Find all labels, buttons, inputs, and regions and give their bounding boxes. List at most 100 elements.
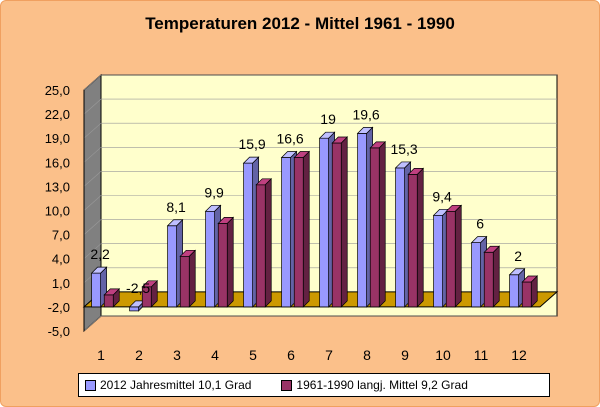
- x-tick-label: 8: [363, 347, 371, 363]
- x-tick-label: 4: [211, 347, 219, 363]
- bar-mittel-top: [179, 249, 197, 257]
- data-label: 9,9: [204, 184, 224, 200]
- legend: 2012 Jahresmittel 10,1 Grad 1961-1990 la…: [78, 373, 550, 397]
- bar-2012: [243, 162, 253, 308]
- x-tick-label: 5: [249, 347, 257, 363]
- gridline-side: [83, 147, 102, 163]
- y-tick-label: 7,0: [52, 228, 70, 243]
- bar-mittel-top: [407, 168, 425, 175]
- bar-mittel: [369, 147, 380, 308]
- y-tick-label: 19,0: [45, 131, 70, 146]
- bar-mittel: [179, 255, 190, 308]
- y-tick-label: 16,0: [45, 155, 70, 170]
- y-tick-label: -2,0: [48, 300, 70, 315]
- bar-mittel-side: [340, 136, 348, 308]
- data-label: 16,6: [276, 130, 303, 146]
- legend-swatch-2012: [85, 379, 96, 391]
- bar-mittel-side: [264, 177, 272, 308]
- bar-2012: [281, 157, 291, 308]
- bar-mittel: [445, 210, 456, 308]
- bar-mittel-side: [454, 204, 462, 308]
- bar-mittel: [521, 281, 532, 308]
- legend-item-2012: 2012 Jahresmittel 10,1 Grad: [85, 378, 251, 392]
- y-tick-label: 22,0: [45, 107, 70, 122]
- y-tick-label: 1,0: [52, 276, 70, 291]
- bar-mittel-side: [302, 150, 310, 308]
- bar-mittel: [255, 184, 266, 308]
- bar-2012-top: [318, 131, 336, 139]
- data-label: -2,5: [126, 280, 150, 296]
- data-label: 15,9: [238, 136, 265, 152]
- bar-mittel-top: [217, 217, 235, 224]
- y-tick-label: 13,0: [45, 179, 70, 194]
- bar-2012-top: [280, 151, 298, 158]
- bar-2012-top: [356, 127, 374, 134]
- bar-mittel-top: [483, 245, 501, 253]
- bar-2012: [471, 242, 481, 308]
- x-tick-label: 3: [173, 347, 181, 363]
- gridline-side: [83, 98, 102, 115]
- data-label: 2,2: [90, 246, 110, 262]
- bar-2012-top: [166, 219, 184, 227]
- x-tick-label: 1: [97, 347, 105, 363]
- bar-mittel: [407, 174, 418, 308]
- gridline-side: [83, 243, 102, 259]
- bar-2012-top: [508, 268, 526, 276]
- data-label: 6: [476, 216, 484, 232]
- gridline-side: [83, 74, 102, 91]
- legend-label-2012: 2012 Jahresmittel 10,1 Grad: [100, 378, 252, 392]
- bar-2012-top: [470, 236, 488, 243]
- bar-mittel: [103, 294, 114, 308]
- x-tick-label: 12: [511, 347, 527, 363]
- bar-2012: [357, 133, 367, 308]
- x-tick-label: 9: [401, 347, 409, 363]
- bar-2012: [91, 272, 101, 308]
- gridline-side: [83, 122, 102, 139]
- bar-mittel-top: [445, 204, 463, 212]
- bar-mittel-side: [188, 249, 196, 308]
- bar-mittel: [483, 251, 494, 308]
- legend-swatch-mittel: [281, 379, 293, 391]
- bar-mittel: [217, 223, 228, 308]
- y-tick-label: 4,0: [52, 252, 70, 267]
- bar-mittel: [293, 157, 304, 308]
- gridline-side: [83, 171, 102, 187]
- bar-mittel-top: [141, 280, 159, 288]
- x-tick-label: 2: [135, 347, 143, 363]
- bar-mittel-top: [369, 141, 387, 149]
- bar-2012: [319, 137, 329, 308]
- bar-2012-top: [90, 266, 108, 274]
- data-label: 8,1: [166, 199, 186, 215]
- bar-2012: [433, 214, 443, 308]
- data-label: 19,6: [352, 106, 379, 122]
- bar-mittel: [331, 142, 342, 308]
- bar-mittel-top: [255, 178, 273, 186]
- bar-mittel-top: [103, 288, 121, 296]
- bar-2012: [129, 306, 139, 312]
- x-tick-label: 6: [287, 347, 295, 363]
- data-label: 2: [514, 248, 522, 264]
- chart-title: Temperaturen 2012 - Mittel 1961 - 1990: [145, 14, 455, 33]
- y-tick-label: -5,0: [48, 324, 70, 339]
- bar-2012: [205, 210, 215, 308]
- legend-item-mittel: 1961-1990 langj. Mittel 9,2 Grad: [281, 378, 468, 392]
- legend-label-mittel: 1961-1990 langj. Mittel 9,2 Grad: [296, 378, 468, 392]
- bar-mittel-side: [226, 216, 234, 308]
- gridline-side: [83, 219, 102, 235]
- bar-mittel-side: [378, 140, 386, 308]
- data-label: 15,3: [390, 141, 417, 157]
- y-tick-label: 10,0: [45, 204, 70, 219]
- bar-2012: [509, 274, 519, 308]
- data-label: 19: [320, 111, 336, 127]
- gridline-side: [83, 195, 102, 211]
- bar-2012: [395, 167, 405, 308]
- bar-mittel-side: [416, 167, 424, 308]
- data-label: 9,4: [432, 188, 452, 204]
- gridline-side: [83, 315, 102, 332]
- bar-2012-top: [394, 161, 412, 169]
- x-tick-label: 10: [435, 347, 451, 363]
- bar-2012-top: [242, 156, 260, 164]
- bar-2012: [167, 225, 177, 308]
- y-tick-label: 25,0: [45, 83, 70, 98]
